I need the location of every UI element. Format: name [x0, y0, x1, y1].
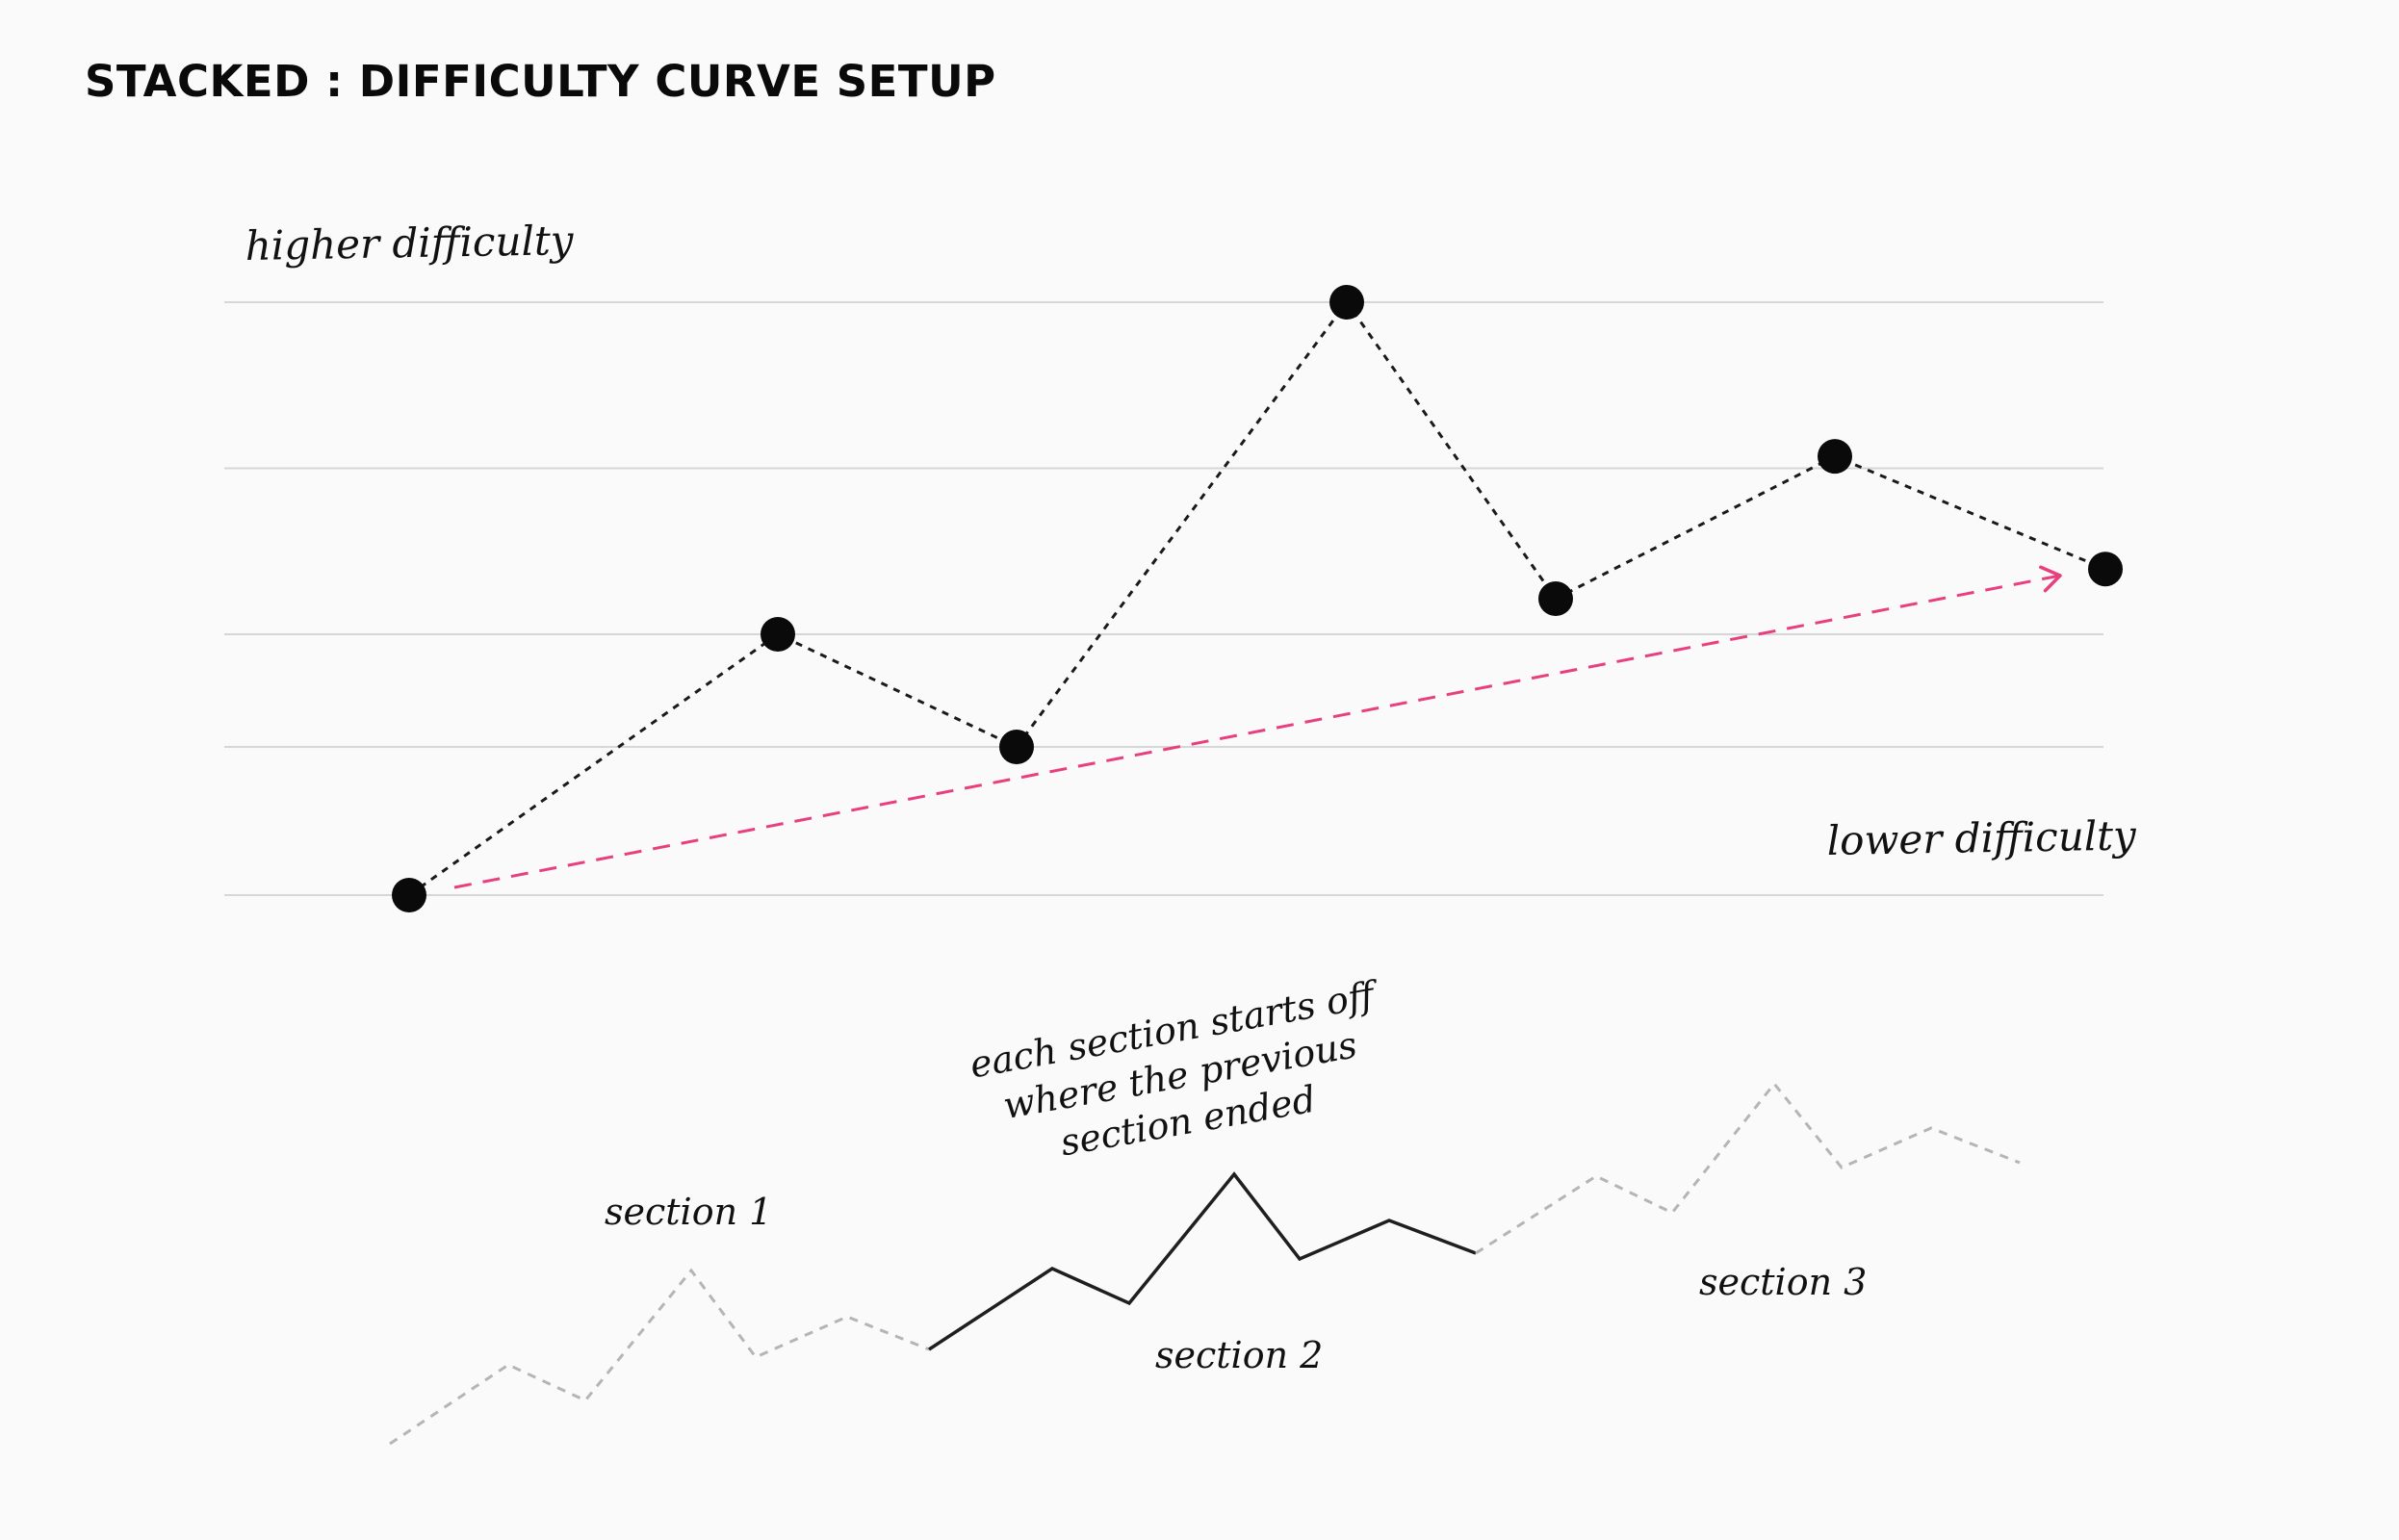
section-1-label: section 1 [605, 1191, 772, 1233]
difficulty-curve-line [408, 299, 2106, 897]
trend-arrow [453, 565, 2062, 889]
section-3-curve [1475, 1081, 2021, 1255]
trend-arrow-head [2039, 565, 2062, 593]
trend-arrow-line [453, 574, 2061, 889]
stacked-sections-illustration [389, 1081, 2021, 1446]
difficulty-points [392, 285, 2123, 912]
section-2-label: section 2 [1155, 1334, 1323, 1376]
higher-difficulty-label: higher difficulty [245, 217, 575, 270]
section-1-curve [389, 1268, 930, 1446]
section-2-curve [928, 1171, 1477, 1351]
data-point-4 [1329, 285, 1364, 320]
data-point-2 [761, 616, 795, 652]
lower-difficulty-label: lower difficulty [1826, 811, 2137, 864]
data-point-7 [2088, 552, 2123, 587]
data-point-5 [1538, 581, 1573, 616]
data-point-1 [392, 878, 426, 912]
data-point-3 [999, 730, 1034, 764]
difficulty-curve [408, 299, 2106, 897]
page-title: STACKED : DIFFICULTY CURVE SETUP [85, 56, 996, 107]
section-note: each section starts off where the previo… [967, 972, 1383, 1164]
data-point-6 [1818, 439, 1852, 475]
grid-lines [224, 301, 2103, 896]
section-3-label: section 3 [1699, 1261, 1867, 1303]
